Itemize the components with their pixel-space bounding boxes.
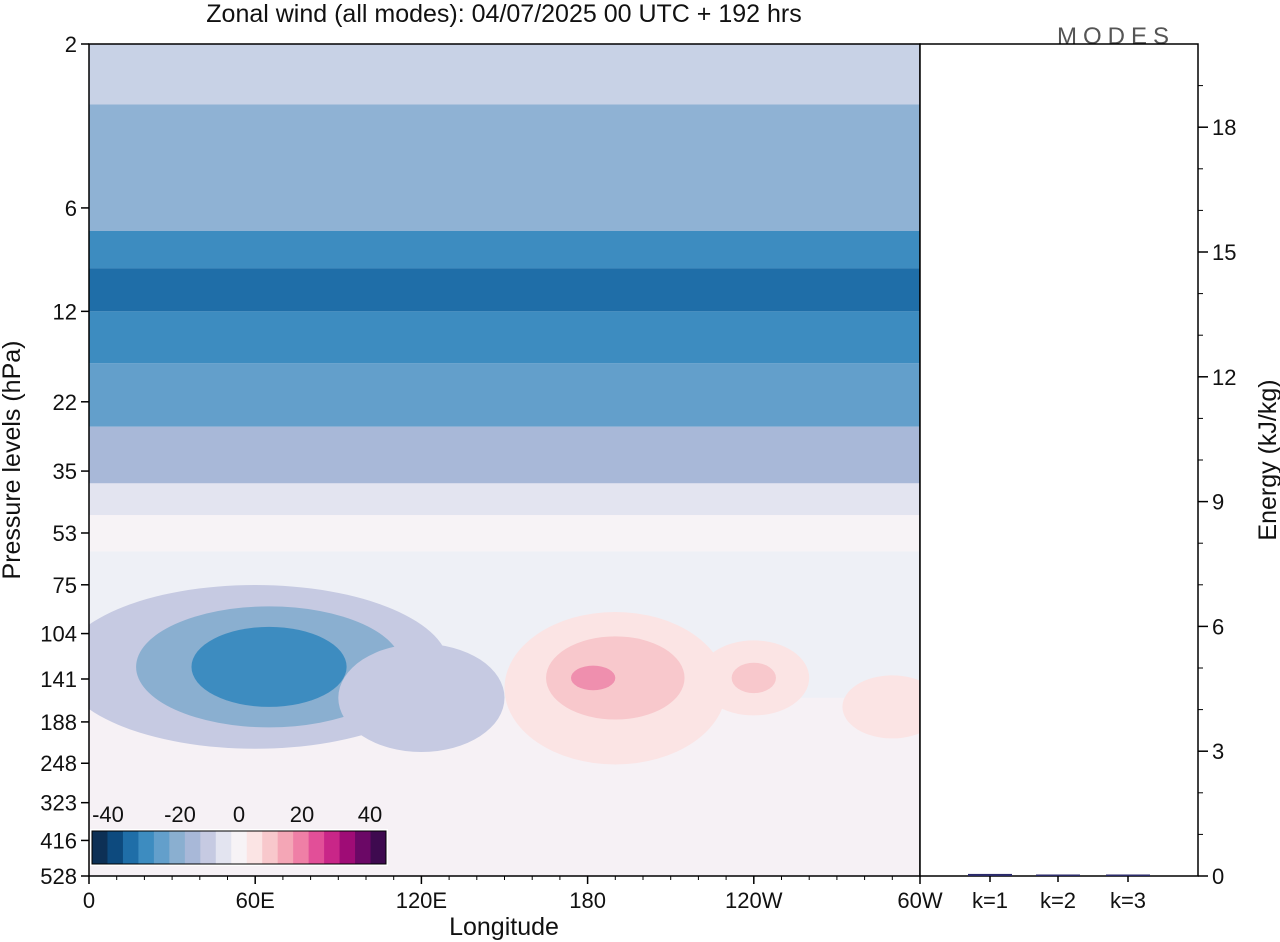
y-tick-label: 22	[53, 390, 77, 415]
wind-band	[89, 426, 920, 484]
wind-anomaly	[338, 643, 505, 753]
colorbar-label: 20	[290, 802, 314, 827]
x-tick-label: 60W	[897, 888, 942, 913]
colorbar-swatch	[277, 831, 294, 864]
y-tick-label: 323	[40, 791, 77, 816]
wind-band	[89, 483, 920, 516]
x-tick-label: 60E	[236, 888, 275, 913]
colorbar-swatch	[200, 831, 217, 864]
energy-bar	[968, 873, 1012, 876]
colorbar-swatch	[122, 831, 139, 864]
y-tick-label: 35	[53, 459, 77, 484]
y-tick-label: 12	[53, 299, 77, 324]
wind-band	[89, 44, 920, 105]
colorbar-swatch	[293, 831, 310, 864]
energy-tick-label: 18	[1212, 115, 1236, 140]
k-tick-label: k=3	[1110, 888, 1146, 913]
y-tick-label: 528	[40, 864, 77, 889]
colorbar: -40 -20 0 20 40	[90, 802, 388, 866]
k-tick-label: k=2	[1040, 888, 1076, 913]
energy-tick-label: 12	[1212, 365, 1236, 390]
y-tick-label: 104	[40, 622, 77, 647]
wind-band	[89, 268, 920, 312]
wind-band	[89, 515, 920, 552]
energy-bar	[1036, 874, 1080, 876]
colorbar-swatch	[324, 831, 341, 864]
colorbar-swatch	[370, 831, 387, 864]
colorbar-label: -20	[164, 802, 196, 827]
energy-axis: 0 3 6 9 12 15 18	[1198, 85, 1236, 889]
colorbar-frame	[91, 830, 387, 865]
energy-tick-label: 9	[1212, 490, 1224, 515]
colorbar-swatch	[169, 831, 186, 864]
x-tick-label: 120W	[725, 888, 783, 913]
colorbar-swatch	[107, 831, 124, 864]
colorbar-swatch	[339, 831, 356, 864]
x-tick-label: 0	[83, 888, 95, 913]
x-axis-label: Longitude	[449, 913, 559, 941]
energy-tick-label: 3	[1212, 739, 1224, 764]
wind-band	[89, 104, 920, 231]
colorbar-swatch	[308, 831, 325, 864]
x-tick-label: 180	[569, 888, 606, 913]
colorbar-swatch	[355, 831, 372, 864]
y-tick-label: 248	[40, 751, 77, 776]
energy-tick-label: 0	[1212, 864, 1224, 889]
wavenumber-axis: k=1 k=2 k=3	[972, 876, 1146, 913]
colorbar-swatch	[92, 831, 108, 864]
wind-band	[89, 363, 920, 427]
colorbar-swatch	[231, 831, 248, 864]
y-tick-label: 416	[40, 828, 77, 853]
longitude-axis: 0 60E 120E 180 120W 60W	[83, 876, 943, 913]
energy-panel-frame	[919, 43, 1199, 877]
pressure-axis: 2 6 12 22 35 53 75 104 141 188 248 323 416 528	[40, 32, 89, 889]
colorbar-swatch	[138, 831, 155, 864]
colorbar-label: 40	[358, 802, 382, 827]
x-tick-label: 120E	[396, 888, 447, 913]
wind-anomaly	[570, 665, 616, 691]
k-tick-label: k=1	[972, 888, 1008, 913]
y-axis-label: Pressure levels (hPa)	[0, 341, 26, 580]
y-tick-label: 6	[65, 196, 77, 221]
colorbar-swatch	[184, 831, 201, 864]
wind-field	[89, 44, 920, 876]
wind-anomaly	[842, 675, 920, 739]
wind-anomaly	[731, 662, 776, 694]
colorbar-swatch	[215, 831, 232, 864]
energy-bars	[968, 873, 1150, 876]
colorbar-label: -40	[92, 802, 124, 827]
y-tick-label: 188	[40, 710, 77, 735]
chart-title: Zonal wind (all modes): 04/07/2025 00 UT…	[206, 0, 801, 28]
energy-tick-label: 15	[1212, 240, 1236, 265]
energy-tick-label: 6	[1212, 614, 1224, 639]
colorbar-swatch	[153, 831, 170, 864]
y-tick-label: 141	[40, 667, 77, 692]
wind-band	[89, 311, 920, 364]
y-tick-label: 2	[65, 32, 77, 57]
energy-bar	[1106, 874, 1150, 876]
colorbar-swatch	[246, 831, 263, 864]
wind-anomaly	[191, 626, 347, 707]
y-tick-label: 53	[53, 521, 77, 546]
colorbar-label: 0	[233, 802, 245, 827]
wind-band	[89, 230, 920, 269]
energy-axis-label: Energy (kJ/kg)	[1254, 379, 1280, 540]
colorbar-swatch	[262, 831, 279, 864]
y-tick-label: 75	[53, 573, 77, 598]
